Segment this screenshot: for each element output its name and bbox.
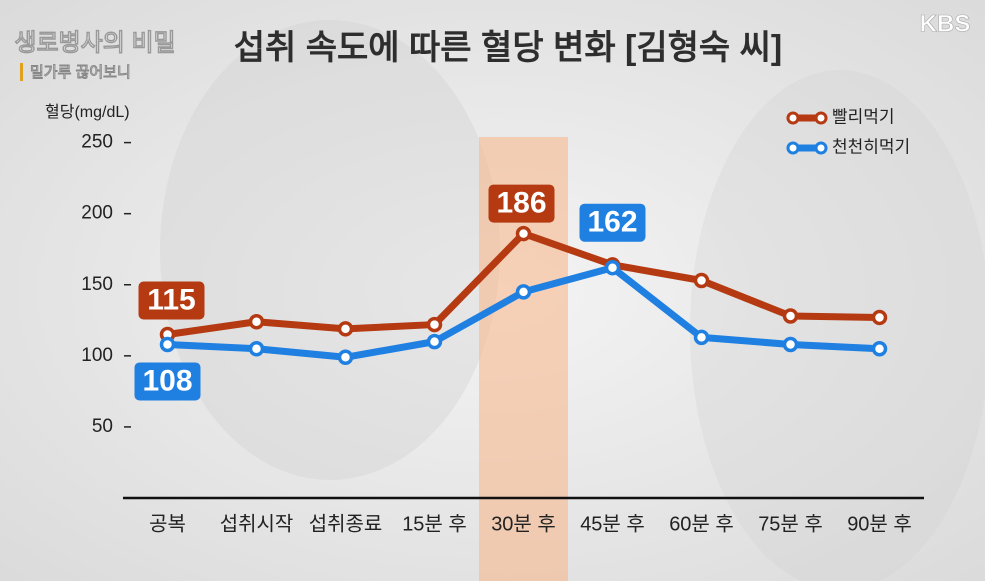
background-shape — [690, 70, 985, 581]
data-point — [515, 225, 532, 242]
data-point — [248, 340, 265, 357]
x-tick-label: 75분 후 — [758, 512, 823, 535]
data-label-box — [579, 203, 646, 242]
data-label: 108 — [142, 364, 192, 397]
y-tick-label: 200 — [81, 203, 113, 224]
legend-label: 천천히먹기 — [832, 137, 910, 156]
data-point — [782, 336, 799, 353]
data-point — [337, 349, 354, 366]
x-tick-label: 45분 후 — [580, 512, 645, 535]
x-tick-label: 60분 후 — [669, 512, 734, 535]
background-shape — [160, 20, 500, 480]
y-tick-label: 50 — [92, 416, 113, 437]
y-tick-label: 250 — [81, 132, 113, 153]
legend-marker — [814, 141, 828, 155]
data-point — [693, 272, 710, 289]
legend-label: 빨리먹기 — [832, 107, 895, 126]
episode-marker — [20, 63, 23, 81]
legend-marker — [786, 111, 800, 125]
legend-marker — [814, 111, 828, 125]
data-point — [426, 333, 443, 350]
data-point — [604, 259, 621, 276]
x-tick-label: 15분 후 — [402, 512, 467, 535]
data-label: 162 — [587, 206, 637, 239]
data-point — [426, 316, 443, 333]
data-label-box — [488, 184, 555, 223]
data-point — [871, 309, 888, 326]
data-point — [159, 336, 176, 353]
data-label-box — [138, 281, 205, 320]
program-title: 생로병사의 비밀 — [14, 29, 175, 56]
data-point — [337, 321, 354, 337]
y-tick-label: 150 — [81, 274, 113, 295]
data-point — [515, 284, 532, 300]
chart-title: 섭취 속도에 따른 혈당 변화 [김형숙 씨] — [234, 29, 783, 67]
y-axis-label: 혈당(mg/dL) — [45, 103, 130, 121]
x-tick-label: 섭취종료 — [309, 512, 383, 535]
data-point — [693, 329, 710, 346]
data-point — [782, 308, 799, 324]
data-point — [871, 340, 888, 357]
y-tick-label: 100 — [81, 345, 113, 366]
x-tick-label: 공복 — [149, 513, 186, 535]
x-tick-label: 30분 후 — [491, 512, 556, 535]
episode-title: 밀가루 끊어보니 — [30, 63, 131, 81]
data-label: 115 — [147, 283, 195, 316]
data-label-box — [134, 362, 201, 401]
data-label: 186 — [496, 187, 546, 220]
legend-marker — [786, 141, 800, 155]
x-tick-label: 90분 후 — [847, 512, 912, 535]
x-tick-label: 섭취시작 — [220, 512, 294, 535]
data-point — [248, 313, 265, 330]
channel-logo: KBS — [920, 10, 971, 37]
